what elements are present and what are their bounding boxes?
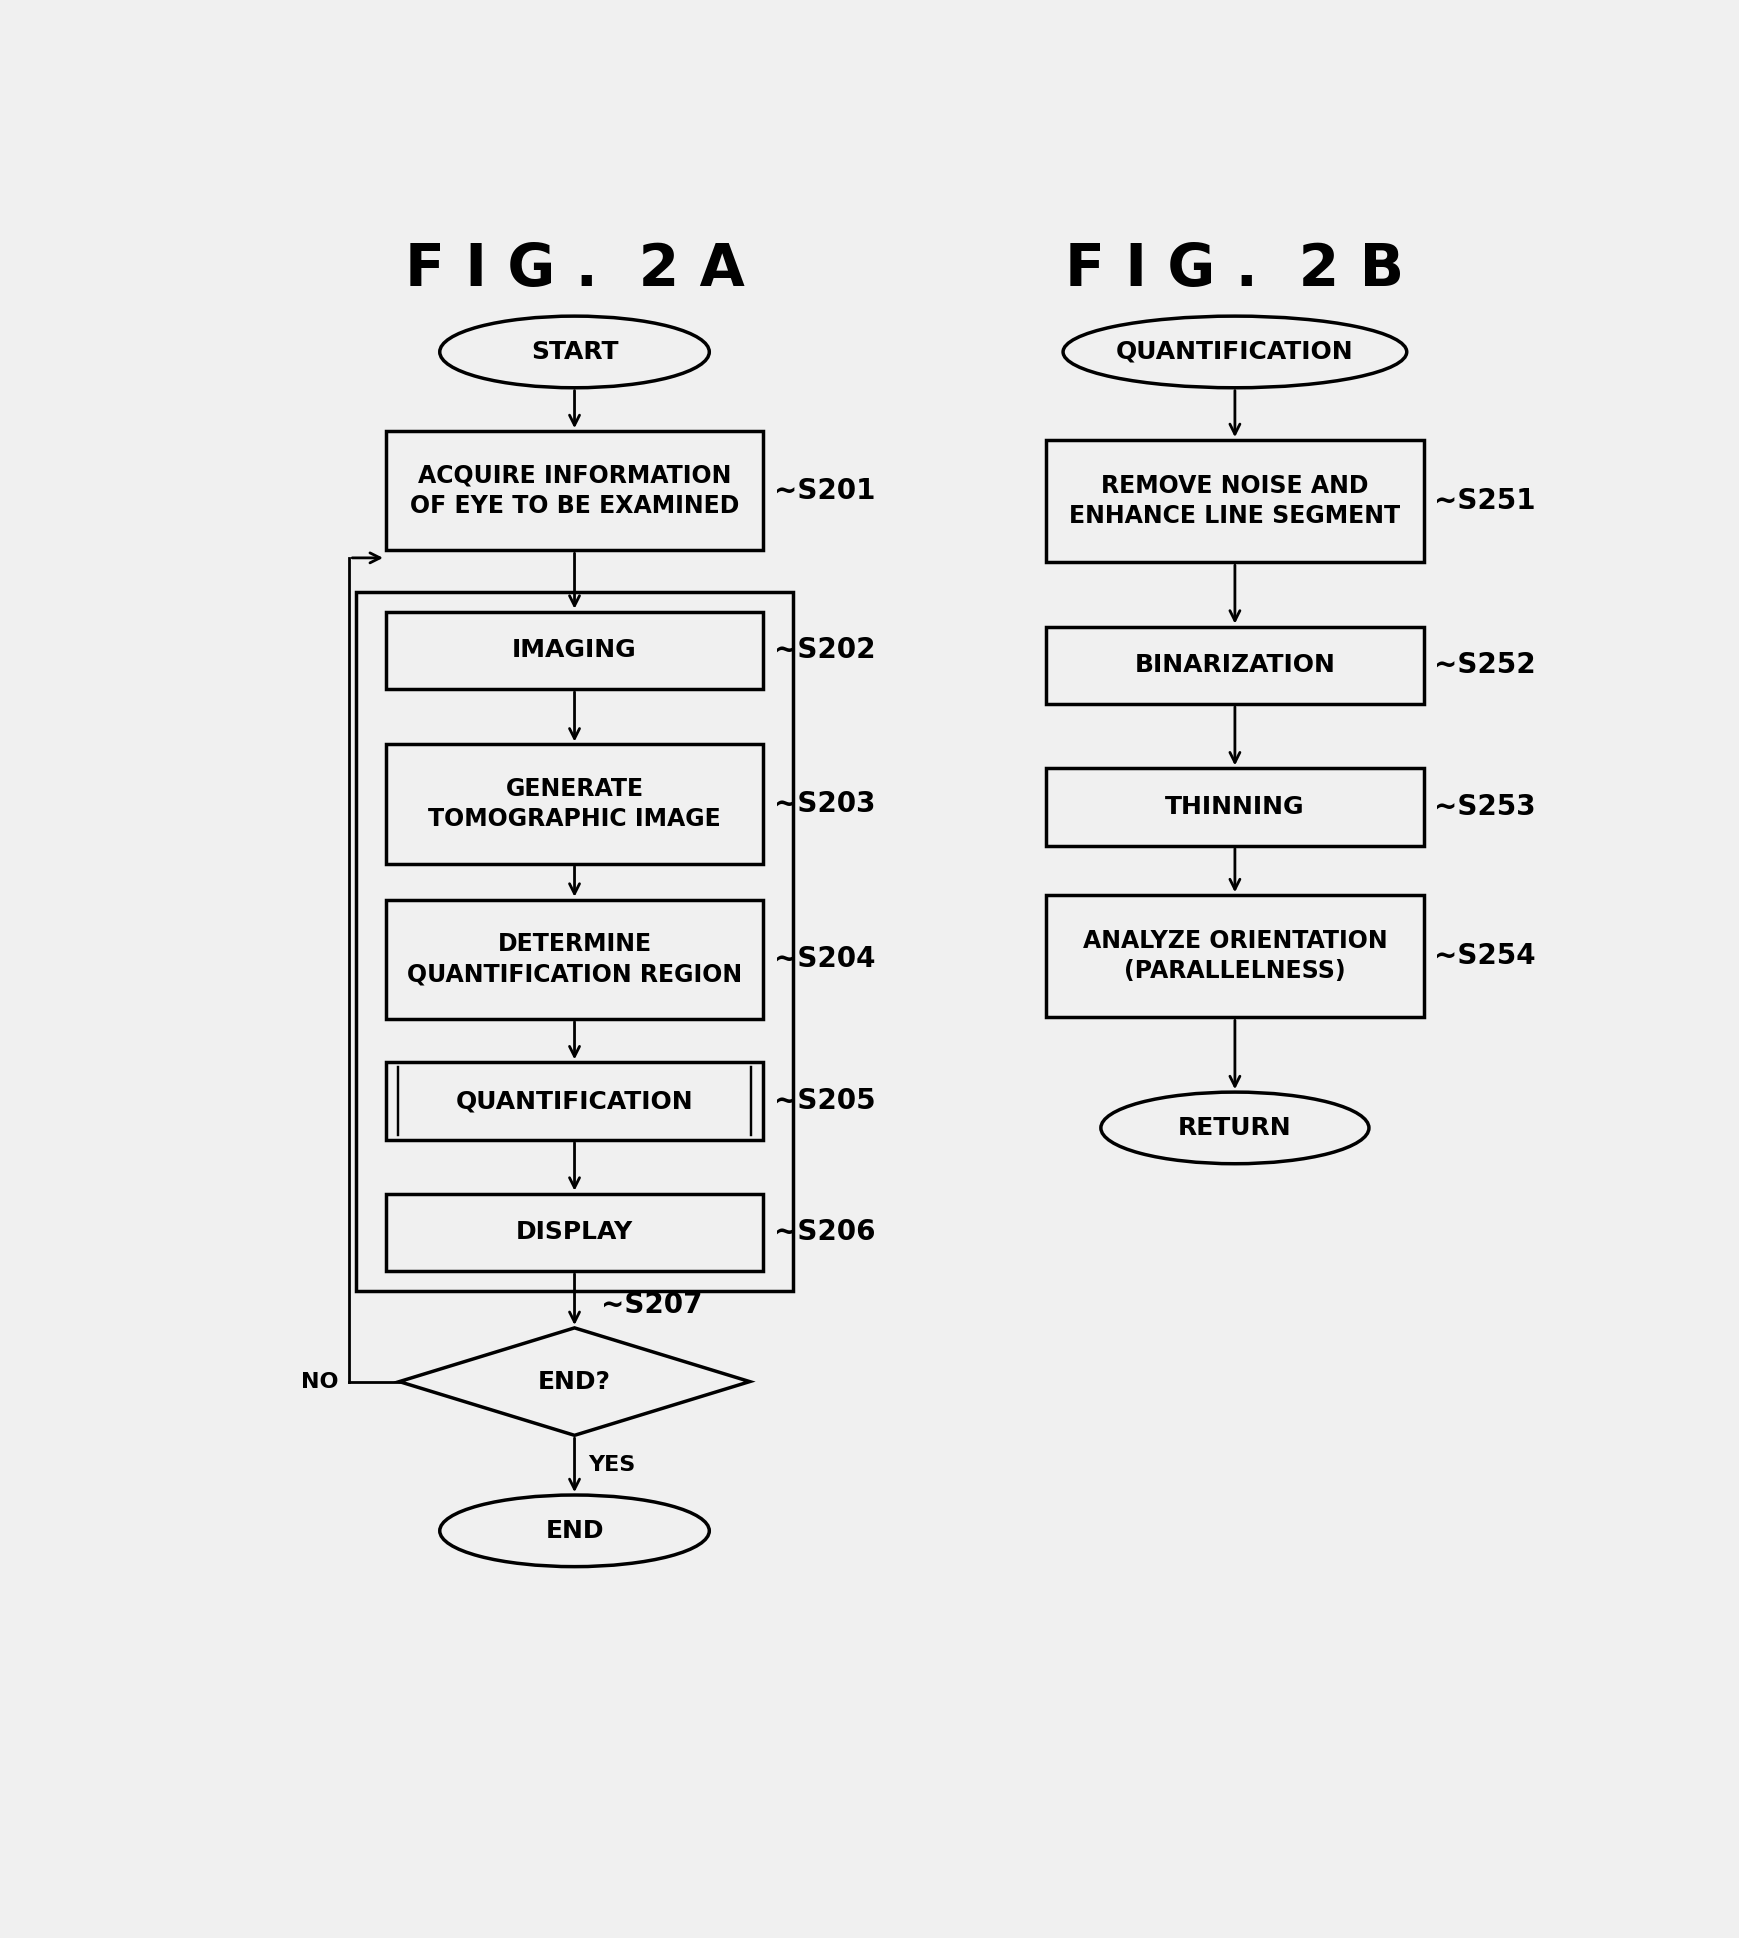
Text: YES: YES — [588, 1455, 635, 1475]
Text: IMAGING: IMAGING — [513, 638, 636, 663]
Text: ACQUIRE INFORMATION
OF EYE TO BE EXAMINED: ACQUIRE INFORMATION OF EYE TO BE EXAMINE… — [410, 463, 739, 517]
Ellipse shape — [440, 316, 710, 388]
Text: BINARIZATION: BINARIZATION — [1134, 653, 1336, 676]
Bar — [1047, 440, 1424, 562]
Text: F I G .  2 B: F I G . 2 B — [1066, 242, 1405, 298]
Text: END: END — [546, 1519, 603, 1543]
Text: ~S254: ~S254 — [1435, 942, 1536, 971]
Text: END?: END? — [537, 1370, 610, 1393]
Text: F I G .  2 A: F I G . 2 A — [405, 242, 744, 298]
Bar — [1047, 626, 1424, 703]
Text: START: START — [530, 339, 619, 364]
Bar — [386, 612, 763, 690]
Text: ANALYZE ORIENTATION
(PARALLELNESS): ANALYZE ORIENTATION (PARALLELNESS) — [1083, 930, 1388, 983]
Text: ~S205: ~S205 — [774, 1087, 876, 1114]
Text: ~S204: ~S204 — [774, 946, 875, 973]
Ellipse shape — [440, 1494, 710, 1566]
Text: ~S203: ~S203 — [774, 791, 875, 818]
Polygon shape — [400, 1328, 750, 1436]
Bar — [386, 899, 763, 1019]
Text: ~S202: ~S202 — [774, 636, 875, 665]
Text: REMOVE NOISE AND
ENHANCE LINE SEGMENT: REMOVE NOISE AND ENHANCE LINE SEGMENT — [1069, 475, 1400, 527]
Text: QUANTIFICATION: QUANTIFICATION — [1116, 339, 1353, 364]
Text: DETERMINE
QUANTIFICATION REGION: DETERMINE QUANTIFICATION REGION — [407, 932, 743, 986]
Bar — [1047, 767, 1424, 845]
Bar — [356, 593, 793, 1291]
Text: GENERATE
TOMOGRAPHIC IMAGE: GENERATE TOMOGRAPHIC IMAGE — [428, 777, 722, 831]
Ellipse shape — [1101, 1093, 1369, 1163]
Text: RETURN: RETURN — [1177, 1116, 1292, 1140]
Ellipse shape — [1063, 316, 1407, 388]
Bar — [386, 430, 763, 550]
Bar — [386, 1062, 763, 1140]
Bar — [386, 1194, 763, 1271]
Text: NO: NO — [301, 1372, 339, 1391]
Text: THINNING: THINNING — [1165, 795, 1304, 820]
Text: ~S253: ~S253 — [1435, 793, 1536, 822]
Text: ~S251: ~S251 — [1435, 486, 1536, 516]
Text: ~S207: ~S207 — [602, 1291, 703, 1320]
Text: ~S252: ~S252 — [1435, 651, 1536, 680]
Text: ~S201: ~S201 — [774, 477, 875, 504]
Bar — [386, 744, 763, 864]
Text: QUANTIFICATION: QUANTIFICATION — [456, 1089, 694, 1112]
Text: DISPLAY: DISPLAY — [516, 1221, 633, 1244]
Text: ~S206: ~S206 — [774, 1219, 875, 1246]
Bar — [1047, 895, 1424, 1017]
